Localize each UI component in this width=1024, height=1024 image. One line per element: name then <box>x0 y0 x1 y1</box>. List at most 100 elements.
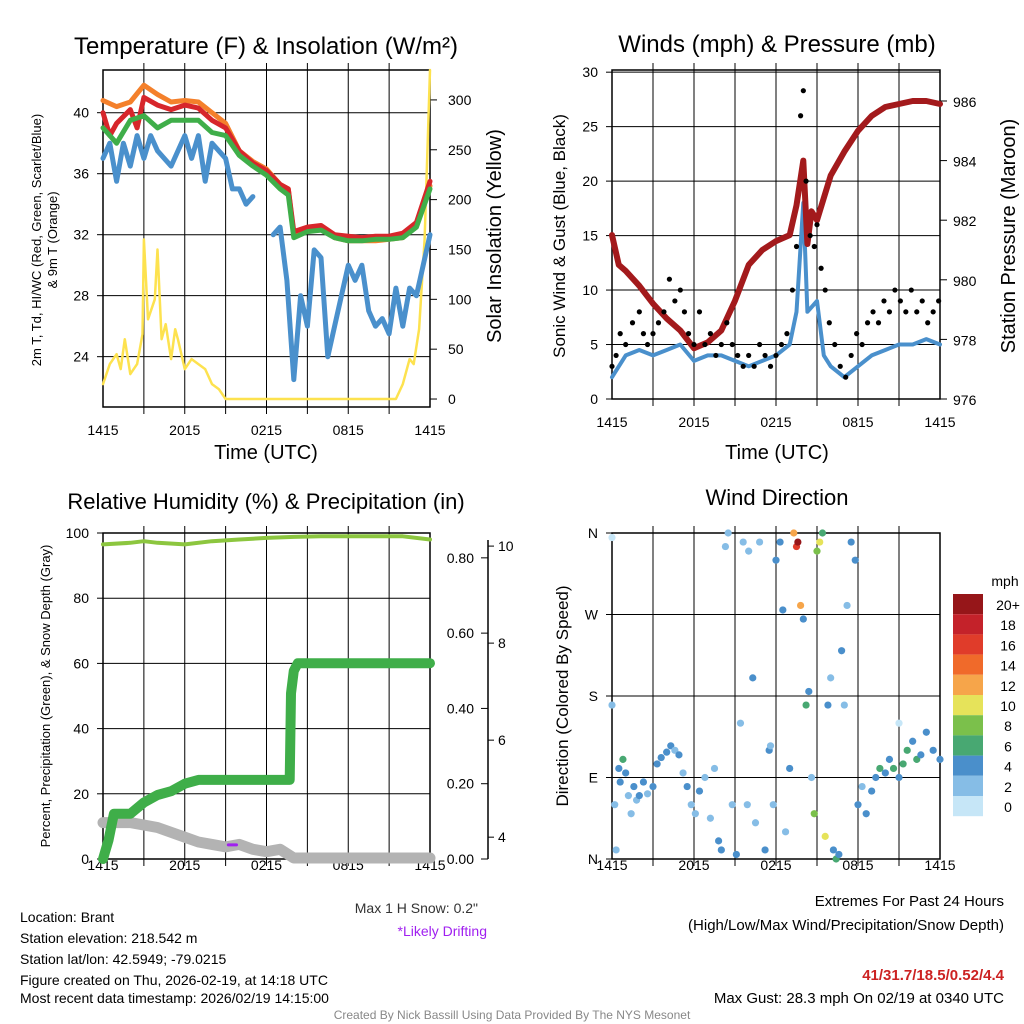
winds-gust-point <box>870 309 876 315</box>
winds-gust-point <box>691 341 697 348</box>
wind-direction-point <box>710 764 719 773</box>
speed-legend-swatch <box>953 634 983 655</box>
temperature-right-tick-label: 200 <box>448 192 472 208</box>
wind-direction-point <box>736 719 745 727</box>
winds-gust-point <box>609 363 615 369</box>
winds-gust-point <box>666 276 673 282</box>
wind-direction-x-tick-label: 1415 <box>924 857 955 873</box>
winds-gust-point <box>822 287 828 293</box>
wind-direction-point <box>813 547 821 555</box>
winds-right-tick-label: 982 <box>953 213 977 229</box>
max-gust: Max Gust: 28.3 mph On 02/19 at 0340 UTC <box>714 990 1004 1007</box>
humidity-precip-tick-label: 0.60 <box>447 625 474 641</box>
wind-direction-point <box>917 751 925 759</box>
winds-right-tick-label: 978 <box>953 332 977 348</box>
winds-gust-point <box>811 243 817 250</box>
winds-gust-point <box>740 363 746 369</box>
wind-direction-point <box>612 846 620 854</box>
speed-legend-swatch <box>953 755 983 776</box>
wind-direction-point <box>843 601 851 610</box>
winds-gust-point <box>757 341 763 348</box>
winds-gust-point <box>848 352 854 359</box>
speed-legend-swatch <box>953 695 983 716</box>
wind-direction-point <box>805 687 813 696</box>
winds-axes: 1415 2015 0215 0815 1415 0 5 10 15 20 25 30 976 978 98… <box>582 63 977 430</box>
wind-direction-point <box>909 737 917 745</box>
wind-direction-point <box>745 547 753 555</box>
wind-direction-point <box>876 764 884 773</box>
winds-gust-point <box>903 309 909 315</box>
wind-direction-point <box>786 764 794 773</box>
humidity-left-tick-label: 20 <box>73 786 89 802</box>
wind-direction-point <box>827 674 835 682</box>
winds-gust-point <box>875 320 882 326</box>
winds-gust-point <box>864 320 871 326</box>
humidity-left-tick-label: 100 <box>66 525 90 541</box>
extremes-subtitle: (High/Low/Max Wind/Precipitation/Snow De… <box>688 917 1004 934</box>
winds-gust-point <box>650 331 656 337</box>
winds-gust-point <box>636 309 642 315</box>
wind-direction-point <box>728 801 736 809</box>
winds-gust-point <box>807 232 813 239</box>
speed-legend-label: 2 <box>1004 779 1012 795</box>
speed-legend-label: 18 <box>1000 617 1016 633</box>
wind-direction-point <box>635 792 643 800</box>
wind-direction-point <box>627 810 635 818</box>
winds-left-tick-label: 10 <box>582 282 598 298</box>
humidity-left-tick-label: 60 <box>73 655 89 671</box>
wind-direction-point <box>643 790 652 798</box>
humidity-x-tick-label: 1415 <box>87 857 118 873</box>
temperature-right-tick-label: 150 <box>448 241 472 257</box>
winds-gust-point <box>854 331 860 337</box>
humidity-left-tick-label: 0 <box>81 851 89 867</box>
wind-direction-point <box>687 801 695 809</box>
winds-gust-point <box>936 298 942 304</box>
winds-right-tick-label: 976 <box>953 392 977 408</box>
winds-gust-point <box>859 341 865 348</box>
winds-left-tick-label: 15 <box>582 228 598 244</box>
wind-direction-point <box>821 832 829 840</box>
wind-direction-point <box>766 742 775 750</box>
temperature-right-tick-label: 50 <box>448 341 464 357</box>
winds-left-tick-label: 0 <box>590 391 598 407</box>
wind-direction-point <box>706 814 715 822</box>
winds-gust-point <box>778 341 785 348</box>
wind-direction-point <box>653 760 661 768</box>
speed-legend-label: 8 <box>1004 718 1012 734</box>
wind-direction-x-tick-label: 0215 <box>760 857 791 873</box>
wind-direction-point <box>824 701 832 709</box>
winds-gust-point <box>696 309 703 315</box>
winds-gust-point <box>897 298 903 304</box>
humidity-snow-tick-label: 6 <box>498 732 506 748</box>
winds-gust-point <box>892 287 898 293</box>
temperature-left-tick-label: 32 <box>73 227 89 243</box>
winds-title: Winds (mph) & Pressure (mb) <box>618 31 935 58</box>
wind-direction-point <box>616 778 624 786</box>
wind-direction-point <box>732 850 740 859</box>
humidity-precip-tick-label: 0.00 <box>447 851 474 867</box>
wind-direction-point <box>868 787 876 795</box>
speed-legend-title: mph <box>991 573 1018 589</box>
winds-xlabel: Time (UTC) <box>725 442 829 464</box>
winds-gust-point <box>925 320 931 326</box>
winds-gust-point <box>789 287 796 293</box>
speed-legend-swatch <box>953 735 983 756</box>
temperature-right-tick-label: 250 <box>448 142 472 158</box>
temperature-title: Temperature (F) & Insolation (W/m²) <box>74 33 458 60</box>
wind-direction-point <box>761 846 769 854</box>
temperature-series-solar-insolation <box>101 68 432 401</box>
wind-direction-point <box>799 615 807 623</box>
wind-direction-point <box>615 764 623 773</box>
figure-created: Figure created on Thu, 2026-02-19, at 14… <box>20 972 328 988</box>
wind-direction-left-tick-label: S <box>589 688 598 704</box>
humidity-series-relative-humidity <box>101 534 432 547</box>
wind-direction-point <box>810 810 818 818</box>
winds-x-tick-label: 0815 <box>842 414 873 430</box>
wind-direction-point <box>721 542 730 551</box>
wind-direction-point <box>663 748 671 756</box>
winds-gust-point <box>826 320 832 326</box>
wind-direction-point <box>739 538 747 546</box>
winds-series-sonic-wind <box>610 200 942 380</box>
wind-direction-point <box>838 647 846 655</box>
temperature-left-tick-label: 28 <box>73 288 89 304</box>
